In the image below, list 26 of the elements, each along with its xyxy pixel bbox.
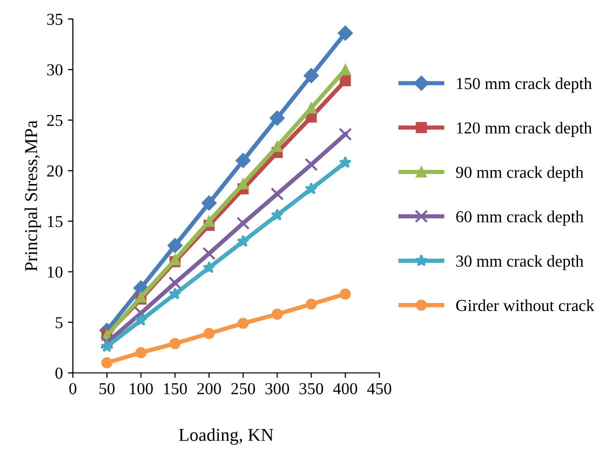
y-tick-label: 15 [48, 216, 62, 228]
x-tick-label: 250 [231, 383, 255, 394]
x-tick-label: 0 [69, 383, 76, 394]
legend-label: Girder without crack [456, 299, 594, 312]
y-tick-label: 0 [55, 368, 62, 379]
x-tick-label: 200 [197, 383, 221, 394]
x-tick-label: 50 [100, 383, 115, 394]
x-tick-label: 300 [265, 383, 290, 394]
y-tick-label: 20 [47, 165, 62, 177]
y-tick-label: 10 [48, 266, 62, 278]
legend-label: 30 mm crack depth [456, 255, 584, 270]
x-tick-label: 100 [130, 383, 153, 394]
y-axis-title: Principal Stress,MPa [24, 120, 41, 272]
x-tick-label: 400 [333, 383, 358, 394]
y-tick-label: 35 [47, 14, 62, 25]
legend-label: 90 mm crack depth [456, 166, 584, 182]
legend-label: 60 mm crack depth [456, 210, 584, 226]
legend-label: 120 mm crack depth [456, 122, 592, 137]
x-tick-label: 350 [300, 383, 324, 394]
y-tick-label: 25 [47, 114, 62, 126]
x-axis-title: Loading, KN [178, 428, 274, 445]
legend-label: 150 mm crack depth [456, 77, 592, 93]
y-tick-label: 5 [56, 317, 62, 328]
x-tick-label: 150 [164, 383, 187, 394]
y-tick-label: 30 [47, 64, 62, 76]
x-tick-label: 450 [367, 383, 392, 394]
